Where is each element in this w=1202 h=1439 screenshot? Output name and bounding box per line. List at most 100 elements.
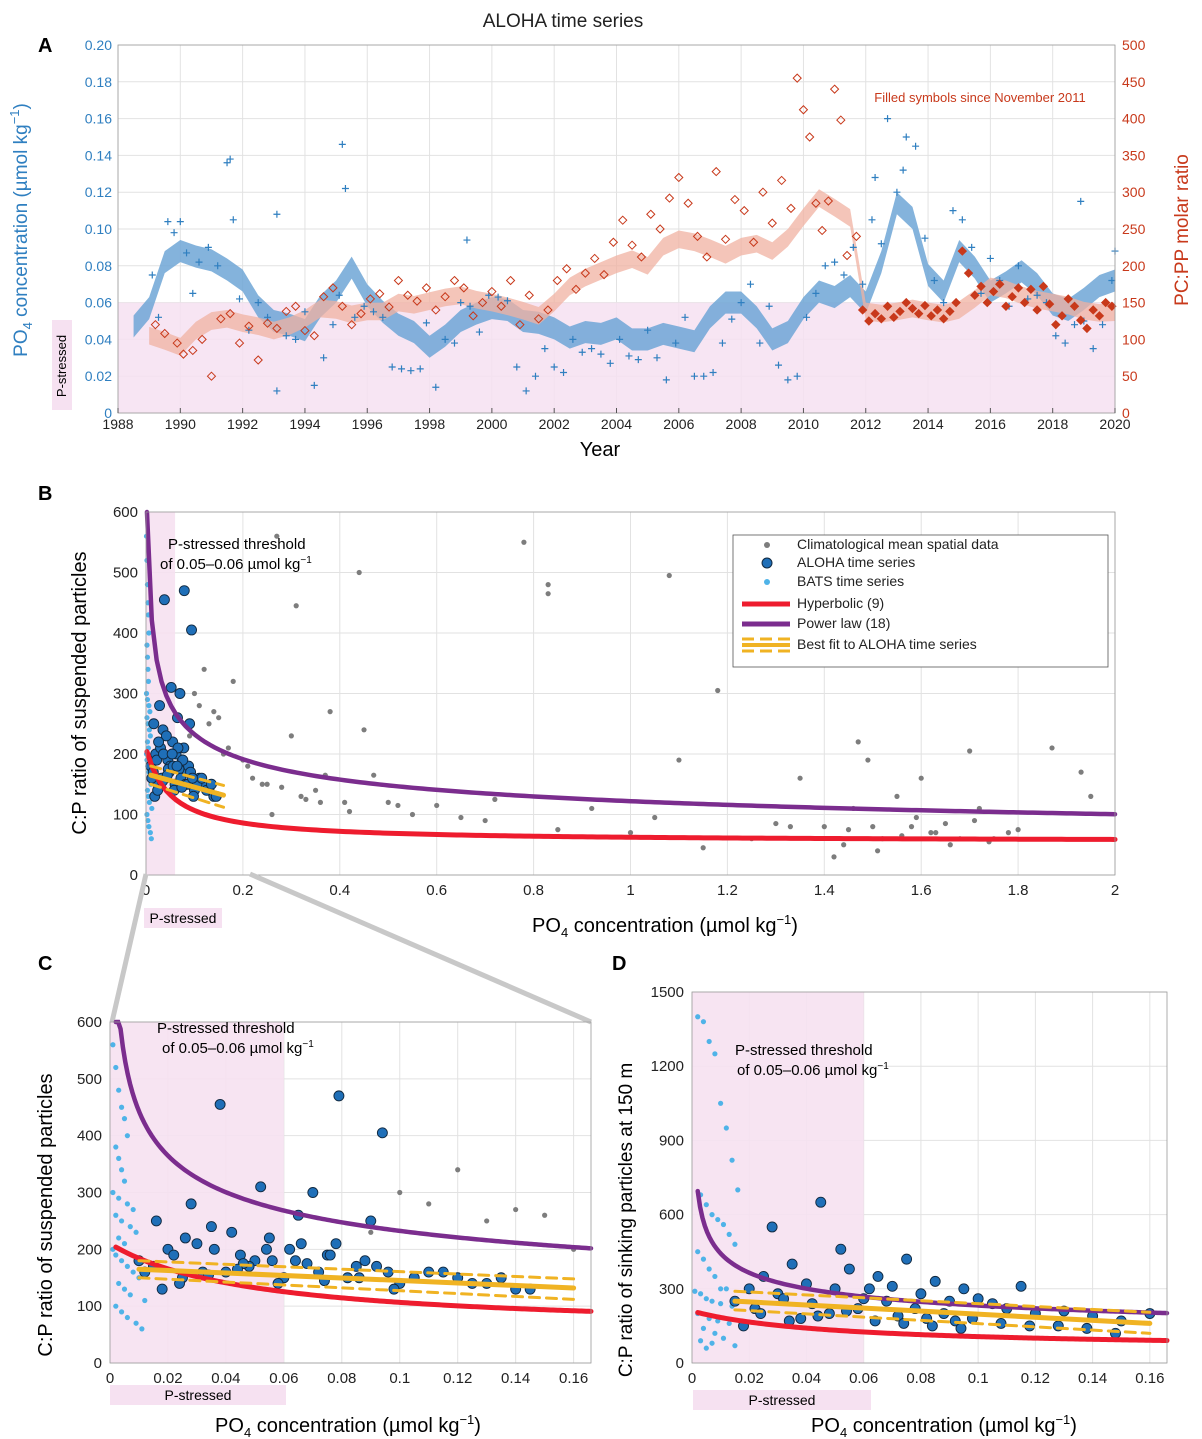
y-tick-label: 300 bbox=[113, 686, 138, 703]
po4-point bbox=[672, 339, 680, 347]
right-tick-label: 150 bbox=[1122, 295, 1146, 311]
po4-point bbox=[335, 291, 343, 299]
pcpp-point bbox=[206, 371, 217, 381]
pcpp-point bbox=[533, 314, 544, 324]
aloha-point bbox=[915, 1288, 927, 1300]
pcpp-point-filled bbox=[945, 306, 955, 317]
aloha-point bbox=[171, 760, 183, 772]
x-tick-label: 2004 bbox=[601, 416, 632, 432]
po4-point bbox=[784, 376, 792, 384]
x-tick-label: 0.02 bbox=[735, 1370, 764, 1387]
panel-b-x-ticks: 0 0.2 0.4 0.6 0.8 1 1.2 1.4 1.6 1.8 2 bbox=[142, 882, 1119, 899]
pcpp-point-filled bbox=[1076, 315, 1086, 325]
x-tick-label: 2006 bbox=[663, 416, 694, 432]
climatology-point bbox=[627, 830, 634, 836]
po4-point bbox=[457, 299, 465, 307]
y-tick-label: 500 bbox=[113, 565, 138, 582]
x-tick-label: 1998 bbox=[414, 416, 445, 432]
climatology-point bbox=[947, 842, 953, 848]
aloha-point bbox=[168, 1249, 180, 1261]
po4-point bbox=[204, 243, 212, 251]
x-tick-label: 0.04 bbox=[211, 1370, 240, 1387]
po4-point bbox=[550, 363, 558, 371]
bats-point bbox=[732, 1343, 738, 1349]
best-fit-line bbox=[136, 1266, 577, 1291]
power-law-curve bbox=[113, 1019, 594, 1251]
pcpp-point bbox=[328, 283, 338, 293]
po4-point bbox=[341, 185, 349, 193]
climatology-point bbox=[303, 796, 309, 802]
pcpp-point bbox=[440, 292, 450, 302]
best-fit-line bbox=[732, 1298, 1153, 1326]
right-tick-label: 50 bbox=[1122, 368, 1138, 384]
pcpp-point bbox=[552, 275, 563, 286]
aloha-point bbox=[295, 1238, 307, 1250]
po4-point bbox=[737, 299, 745, 307]
legend-swatch-aloha bbox=[761, 557, 773, 569]
po4-point bbox=[877, 240, 885, 248]
po4-point bbox=[513, 363, 521, 371]
pcpp-point-filled bbox=[857, 305, 868, 315]
po4-point bbox=[709, 369, 717, 377]
po4-point bbox=[902, 133, 910, 141]
bats-point bbox=[700, 1019, 707, 1025]
bats-point bbox=[718, 1301, 724, 1307]
climatology-point bbox=[913, 814, 919, 821]
climatology-point bbox=[269, 811, 275, 818]
panel-a-stressed-tag bbox=[52, 320, 72, 410]
panel-b-y-axis-label: C:P ratio of suspended particles bbox=[69, 551, 91, 834]
climatology-point bbox=[196, 703, 202, 709]
panel-d-chart: 0 0.02 0.04 0.06 0.08 0.1 0.12 0.14 0.16 0 300 600… bbox=[616, 984, 1170, 1439]
bats-point bbox=[110, 1189, 116, 1196]
aloha-point bbox=[872, 1270, 884, 1282]
po4-point bbox=[148, 271, 156, 279]
x-tick-label: 0.06 bbox=[269, 1370, 298, 1387]
bats-point bbox=[113, 1144, 119, 1150]
x-tick-label: 0.14 bbox=[1078, 1370, 1107, 1387]
x-tick-label: 1994 bbox=[289, 416, 320, 432]
bats-point bbox=[124, 1263, 130, 1269]
aloha-point bbox=[835, 1243, 847, 1255]
po4-point bbox=[949, 207, 957, 215]
bats-point bbox=[726, 1320, 732, 1327]
pcpp-point-filled bbox=[882, 301, 893, 311]
legend-swatch-climatology bbox=[764, 542, 770, 548]
po4-point bbox=[1014, 262, 1022, 270]
pcpp-point-filled bbox=[864, 316, 874, 326]
pcpp-point bbox=[487, 286, 497, 297]
right-tick-label: 0 bbox=[1122, 405, 1130, 421]
climatology-point bbox=[831, 854, 837, 860]
pcpp-point bbox=[627, 240, 637, 250]
bats-point bbox=[146, 824, 152, 830]
panel-a-data-points bbox=[148, 73, 1119, 395]
best-fit-lower-ci bbox=[733, 1308, 1152, 1335]
best-fit-upper-ci bbox=[733, 1289, 1152, 1314]
panel-b-threshold-line1: P-stressed threshold bbox=[168, 536, 306, 553]
po4-point bbox=[1071, 321, 1078, 329]
po4-point bbox=[522, 387, 530, 395]
po4-point bbox=[475, 328, 483, 336]
right-tick-label: 200 bbox=[1122, 258, 1146, 274]
bats-point bbox=[712, 1051, 718, 1057]
climatology-point bbox=[589, 805, 595, 812]
right-tick-label: 500 bbox=[1122, 37, 1146, 53]
po4-point bbox=[893, 188, 901, 196]
pcpp-point bbox=[636, 252, 647, 262]
pcpp-point bbox=[412, 296, 422, 306]
po4-point bbox=[360, 302, 368, 310]
climatology-point bbox=[293, 603, 299, 609]
bats-point bbox=[118, 1167, 125, 1173]
pcpp-point-filled bbox=[870, 308, 880, 319]
aloha-point bbox=[376, 1127, 388, 1139]
aloha-point bbox=[289, 1255, 301, 1267]
aloha-point bbox=[929, 1275, 941, 1287]
panel-d-fit-curves bbox=[695, 1188, 1170, 1344]
po4-point bbox=[195, 258, 203, 266]
bats-point bbox=[149, 805, 155, 812]
power-law-curve bbox=[695, 1188, 1170, 1316]
climatology-point bbox=[361, 727, 367, 733]
po4-point bbox=[653, 354, 661, 362]
pcpp-point bbox=[702, 252, 712, 262]
y-tick-label: 0 bbox=[676, 1355, 684, 1372]
pcpp-point bbox=[318, 292, 329, 302]
